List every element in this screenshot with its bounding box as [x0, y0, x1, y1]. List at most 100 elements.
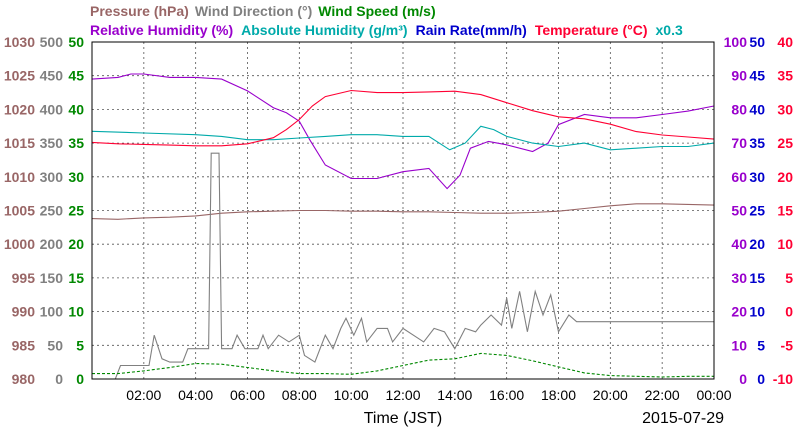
series-line [92, 152, 714, 380]
left-axes: 1030102510201015101010051000995990985980… [4, 34, 84, 387]
y-tick-label: 35 [777, 68, 793, 84]
y-tick-label: 30 [749, 169, 765, 185]
series-line [91, 203, 715, 220]
y-tick-label: 25 [777, 135, 793, 151]
y-tick-label: 15 [68, 270, 84, 286]
y-tick-label: 300 [40, 169, 64, 185]
y-tick-label: 40 [777, 34, 793, 50]
y-tick-label: 30 [68, 169, 84, 185]
y-tick-label: 100 [724, 34, 748, 50]
right-axes: 1009080706050403020100504540353025201510… [724, 34, 794, 387]
y-tick-label: 50 [47, 337, 63, 353]
y-tick-label: 40 [749, 101, 765, 117]
y-tick-label: 500 [40, 34, 64, 50]
y-tick-label: 1030 [4, 34, 35, 50]
x-axis-ticks: 02:00 04:00 06:00 08:00 10:00 12:00 14:00 16:00… [126, 387, 731, 403]
y-tick-label: 990 [12, 304, 36, 320]
series-line [91, 89, 715, 147]
legend-item: Wind Direction (°) [195, 3, 312, 19]
x-tick-label: 22:00 [645, 387, 680, 403]
y-tick-label: 150 [40, 270, 64, 286]
y-tick-label: 0 [785, 304, 793, 320]
y-tick-label: 50 [749, 34, 765, 50]
x-tick-label: 16:00 [489, 387, 524, 403]
legend-item: Absolute Humidity (g/m³) [241, 22, 407, 38]
y-tick-label: 1000 [4, 236, 35, 252]
y-tick-label: 0 [55, 371, 63, 387]
y-tick-label: -10 [773, 371, 793, 387]
y-tick-label: 80 [731, 101, 747, 117]
y-tick-label: 50 [68, 34, 84, 50]
y-tick-label: 25 [749, 203, 765, 219]
grid [92, 42, 714, 379]
y-tick-label: 70 [731, 135, 747, 151]
plot-frame [91, 41, 715, 380]
y-tick-label: 5 [757, 337, 765, 353]
y-tick-label: 15 [749, 270, 765, 286]
x-tick-label: 14:00 [437, 387, 472, 403]
legend: Pressure (hPa) Wind Direction (°) Wind Spe… [90, 3, 683, 38]
x-tick-label: 08:00 [282, 387, 317, 403]
y-tick-label: 45 [68, 68, 84, 84]
y-tick-label: 1020 [4, 101, 35, 117]
y-tick-label: 30 [731, 270, 747, 286]
x-tick-label: 12:00 [385, 387, 420, 403]
y-tick-label: 60 [731, 169, 747, 185]
y-tick-label: 35 [68, 135, 84, 151]
x-tick-label: 10:00 [334, 387, 369, 403]
legend-item: Rain Rate(mm/h) [416, 22, 527, 38]
y-tick-label: 1025 [4, 68, 35, 84]
legend-item: Pressure (hPa) [90, 3, 189, 19]
y-tick-label: 10 [68, 304, 84, 320]
x-tick-label: 18:00 [541, 387, 576, 403]
y-tick-label: 980 [12, 371, 36, 387]
x-tick-label: 06:00 [230, 387, 265, 403]
legend-item: Wind Speed (m/s) [318, 3, 435, 19]
y-tick-label: 20 [749, 236, 765, 252]
y-tick-label: 100 [40, 304, 64, 320]
series-line [91, 73, 715, 190]
y-tick-label: 995 [12, 270, 36, 286]
y-tick-label: 10 [731, 337, 747, 353]
y-tick-label: 10 [777, 236, 793, 252]
y-tick-label: 400 [40, 101, 64, 117]
y-tick-label: 5 [785, 270, 793, 286]
y-tick-label: 35 [749, 135, 765, 151]
y-tick-label: 20 [731, 304, 747, 320]
y-tick-label: 1010 [4, 169, 35, 185]
series-line [91, 125, 715, 151]
y-tick-label: 10 [749, 304, 765, 320]
y-tick-label: 15 [777, 203, 793, 219]
y-tick-label: 5 [76, 337, 84, 353]
y-tick-label: 350 [40, 135, 64, 151]
y-tick-label: 0 [76, 371, 84, 387]
legend-item: Relative Humidity (%) [90, 22, 233, 38]
y-tick-label: 50 [731, 203, 747, 219]
y-tick-label: 0 [757, 371, 765, 387]
y-tick-label: 200 [40, 236, 64, 252]
x-axis-label: Time (JST) [364, 410, 443, 427]
y-tick-label: 250 [40, 203, 64, 219]
y-tick-label: 30 [777, 101, 793, 117]
x-tick-label: 02:00 [126, 387, 161, 403]
x-tick-label: 00:00 [696, 387, 731, 403]
series-layer [91, 73, 715, 380]
y-tick-label: 40 [731, 236, 747, 252]
legend-item: x0.3 [656, 22, 683, 38]
y-tick-label: 90 [731, 68, 747, 84]
y-tick-label: 20 [68, 236, 84, 252]
y-tick-label: 25 [68, 203, 84, 219]
x-tick-label: 04:00 [178, 387, 213, 403]
y-tick-label: 0 [739, 371, 747, 387]
y-tick-label: 1015 [4, 135, 35, 151]
y-tick-label: 20 [777, 169, 793, 185]
y-tick-label: -5 [781, 337, 794, 353]
x-tick-label: 20:00 [593, 387, 628, 403]
y-tick-label: 45 [749, 68, 765, 84]
legend-item: Temperature (°C) [535, 22, 648, 38]
y-tick-label: 985 [12, 337, 36, 353]
date-label: 2015-07-29 [642, 410, 724, 427]
y-tick-label: 450 [40, 68, 64, 84]
y-tick-label: 1005 [4, 203, 35, 219]
